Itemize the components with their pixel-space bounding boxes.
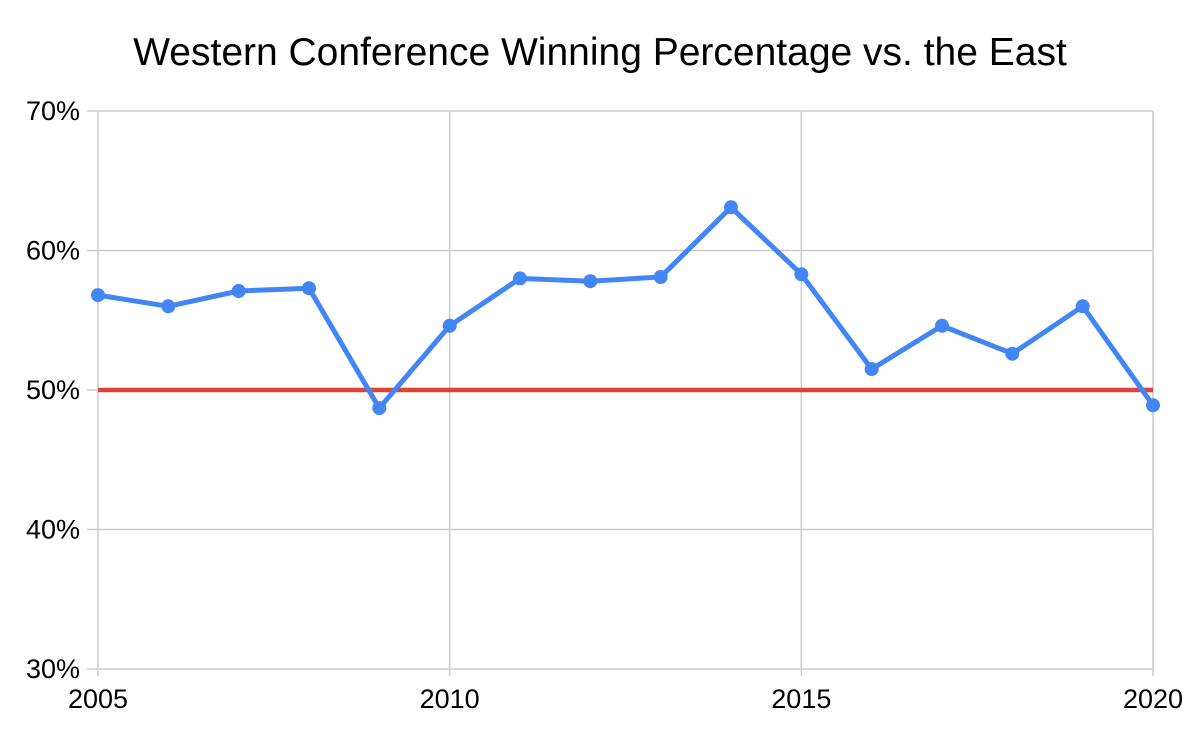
data-point-2018: [1005, 346, 1020, 361]
data-point-2008: [302, 281, 316, 296]
x-axis-label-2020: 2020: [1123, 684, 1183, 714]
data-point-2014: [724, 200, 738, 215]
y-axis-label-70: 70%: [26, 96, 80, 126]
data-point-2019: [1075, 299, 1090, 314]
data-point-2017: [935, 318, 949, 333]
data-point-2020: [1146, 398, 1160, 413]
x-axis-label-2005: 2005: [68, 684, 128, 714]
data-point-2005: [91, 288, 105, 303]
data-point-2010: [442, 318, 457, 333]
y-axis-label-50: 50%: [26, 375, 80, 405]
data-point-2006: [161, 299, 176, 314]
data-point-2013: [653, 270, 668, 284]
data-point-2015: [794, 267, 809, 282]
x-axis-label-2010: 2010: [420, 684, 480, 714]
data-point-2007: [231, 284, 246, 298]
series-line-0: [95, 204, 1156, 411]
x-axis-label-2015: 2015: [771, 684, 831, 714]
data-point-2012: [583, 274, 598, 289]
chart-title: Western Conference Winning Percentage vs…: [133, 31, 1067, 74]
data-point-2011: [513, 271, 527, 286]
data-point-2009: [372, 401, 387, 416]
data-point-2016: [864, 362, 879, 377]
y-axis-label-40: 40%: [26, 515, 80, 545]
y-axis-label-60: 60%: [26, 236, 80, 266]
y-axis-label-30: 30%: [26, 654, 80, 684]
